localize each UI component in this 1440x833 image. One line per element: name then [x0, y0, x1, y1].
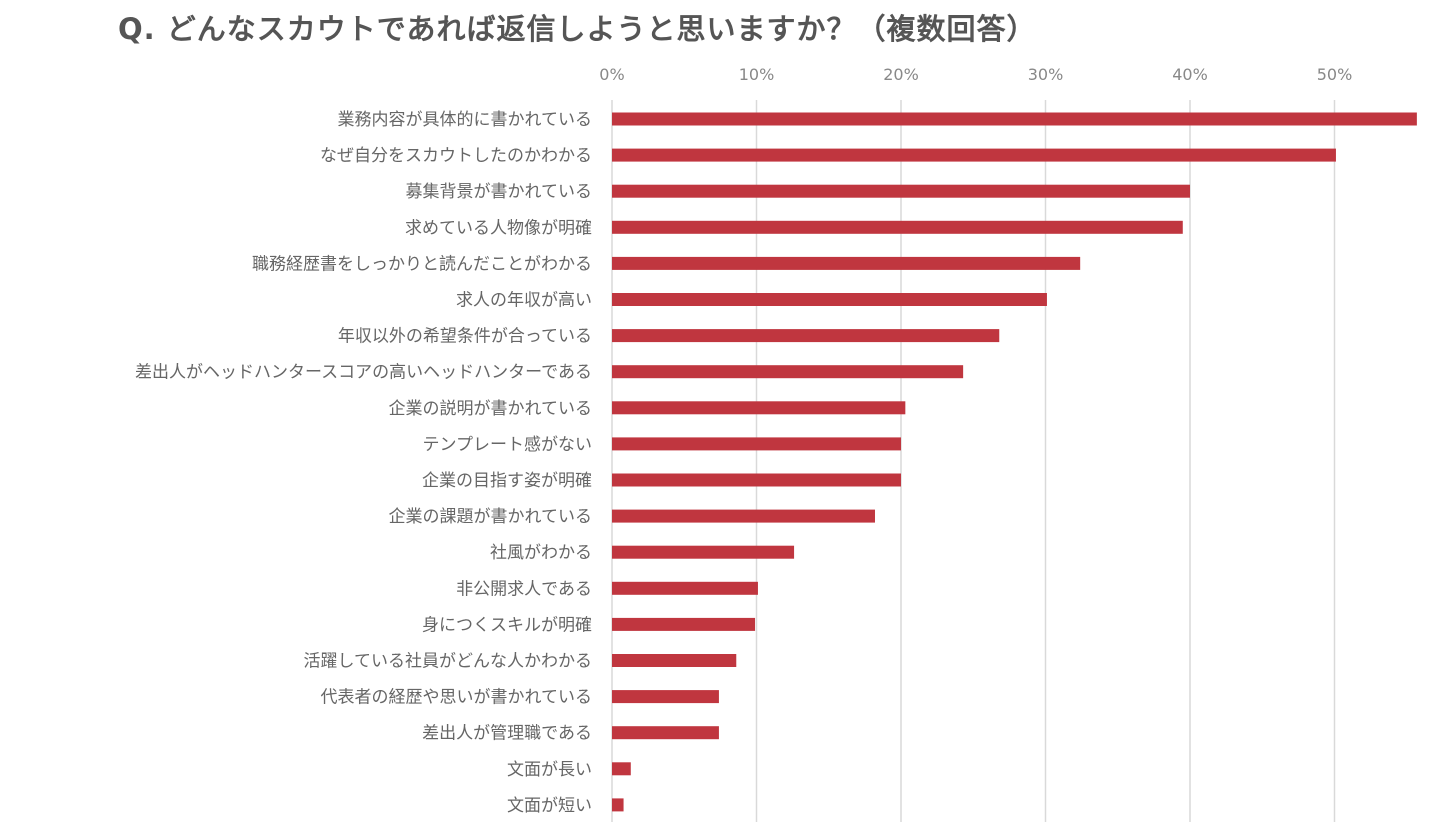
- bar: [612, 401, 906, 415]
- category-labels: 業務内容が具体的に書かれているなぜ自分をスカウトしたのかわかる募集背景が書かれて…: [135, 110, 592, 816]
- category-label: 差出人がヘッドハンタースコアの高いヘッドハンターである: [135, 363, 592, 383]
- category-label: テンプレート感がない: [423, 435, 593, 455]
- bar: [612, 617, 756, 631]
- bar: [612, 726, 719, 740]
- category-label: 非公開求人である: [456, 579, 592, 599]
- bar: [612, 762, 631, 776]
- bar: [612, 545, 795, 559]
- bar: [612, 256, 1081, 270]
- category-label: なぜ自分をスカウトしたのかわかる: [320, 146, 592, 166]
- category-label: 職務経歴書をしっかりと読んだことがわかる: [252, 254, 592, 274]
- bar: [612, 365, 964, 379]
- category-label: 身につくスキルが明確: [422, 615, 592, 635]
- bar: [612, 184, 1190, 198]
- category-label: 差出人が管理職である: [422, 724, 592, 744]
- bar: [612, 437, 901, 451]
- x-tick-label: 30%: [1028, 65, 1064, 84]
- x-tick-label: 20%: [883, 65, 919, 84]
- chart-title: Q. どんなスカウトであれば返信しようと思いますか？（複数回答）: [118, 12, 1037, 46]
- category-label: 文面が長い: [507, 760, 592, 780]
- bar: [612, 220, 1183, 234]
- bars: [612, 112, 1417, 812]
- bar: [612, 654, 737, 667]
- category-label: 募集背景が書かれている: [406, 182, 593, 202]
- category-label: 求めている人物像が明確: [405, 218, 592, 238]
- x-axis-ticks: 0% 10% 20% 30% 40% 50%: [599, 65, 1352, 84]
- x-tick-label: 0%: [599, 65, 624, 84]
- bar: [612, 690, 719, 704]
- bar: [612, 293, 1047, 306]
- category-label: 活躍している社員がどんな人かわかる: [304, 652, 593, 672]
- category-label: 求人の年収が高い: [456, 291, 592, 311]
- x-tick-label: 10%: [739, 65, 775, 84]
- category-label: 企業の目指す姿が明確: [422, 471, 592, 491]
- bar: [612, 112, 1417, 126]
- bar: [612, 329, 1000, 343]
- bar: [612, 509, 875, 523]
- bar: [612, 148, 1336, 162]
- category-label: 企業の説明が書かれている: [389, 399, 593, 419]
- grid-lines: [611, 100, 1336, 822]
- category-label: 社風がわかる: [490, 543, 592, 563]
- category-label: 企業の課題が書かれている: [389, 507, 593, 527]
- bar: [612, 798, 624, 812]
- category-label: 業務内容が具体的に書かれている: [338, 110, 593, 130]
- bar: [612, 473, 901, 487]
- x-tick-label: 50%: [1317, 65, 1353, 84]
- category-label: 文面が短い: [507, 796, 592, 816]
- bar: [612, 581, 758, 595]
- x-tick-label: 40%: [1172, 65, 1208, 84]
- category-label: 年収以外の希望条件が合っている: [338, 327, 592, 347]
- category-label: 代表者の経歴や思いが書かれている: [321, 688, 593, 708]
